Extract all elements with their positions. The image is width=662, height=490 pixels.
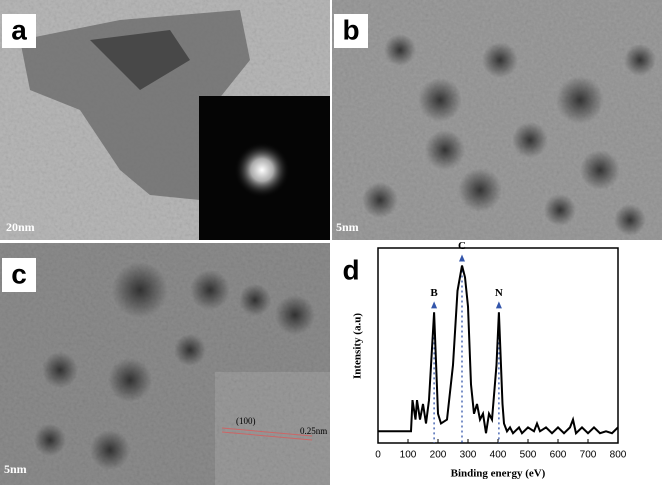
panel-a-image: [0, 0, 330, 240]
x-tick-label: 500: [520, 450, 537, 461]
peak-label: N: [495, 287, 503, 299]
x-tick-label: 300: [460, 450, 477, 461]
x-tick-label: 700: [580, 450, 597, 461]
x-tick-label: 400: [490, 450, 507, 461]
spectrum-line: [378, 265, 619, 436]
x-tick-label: 800: [610, 450, 627, 461]
scale-bar-label: 5nm: [4, 462, 27, 476]
panel-label: a: [11, 14, 27, 45]
peak-arrow: [459, 254, 465, 262]
x-axis-label: Binding energy (eV): [451, 468, 546, 480]
x-tick-label: 100: [400, 450, 417, 461]
panel-label: c: [11, 258, 27, 289]
peak-arrow: [495, 301, 502, 309]
peak-arrow: [431, 301, 438, 309]
y-axis-label: Intensity (a.u): [352, 313, 364, 379]
peak-label: C: [458, 240, 466, 252]
x-tick-label: 0: [375, 450, 381, 461]
scale-bar-label: 20nm: [6, 220, 35, 234]
inset-label: 0.25nm: [300, 426, 327, 436]
panel-label: b: [342, 14, 359, 45]
scale-bar-label: 5nm: [336, 220, 359, 234]
panel-c-image: [0, 243, 330, 485]
x-tick-label: 200: [430, 450, 447, 461]
panel-label: d: [342, 254, 359, 285]
panel-b-image: [332, 0, 662, 240]
x-tick-label: 600: [550, 450, 567, 461]
peak-label: B: [430, 287, 438, 299]
inset-label: (100): [236, 416, 256, 426]
